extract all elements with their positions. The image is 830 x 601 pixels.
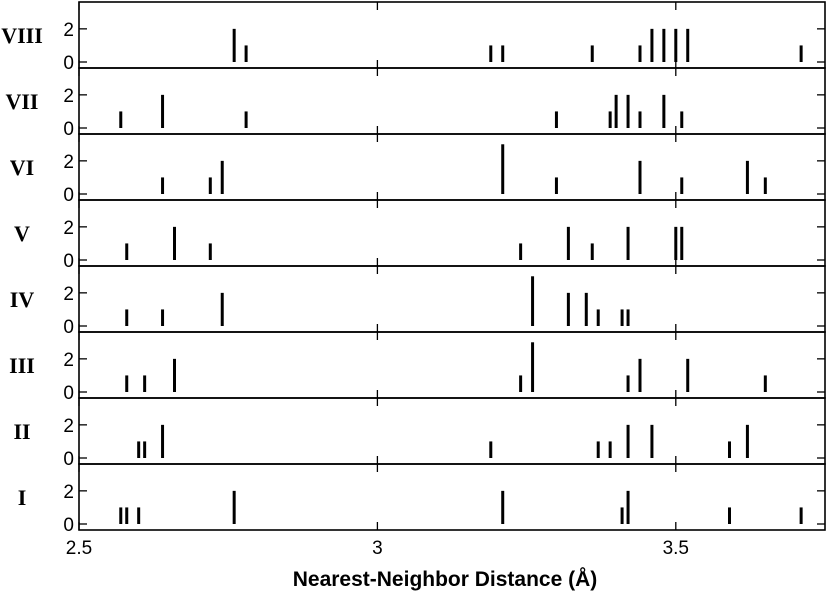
panel-label: VI (10, 155, 34, 180)
panel-frame (78, 67, 826, 135)
x-tick-label: 3 (372, 538, 383, 559)
panel-iv: IV 0 2 (10, 265, 826, 338)
y-tick-label: 2 (63, 350, 74, 371)
panel-frame (78, 133, 826, 201)
panel-label: VIII (1, 23, 43, 48)
panel-label: I (18, 485, 27, 510)
panels-layer: VIII 0 2 VII 0 2 VI 0 2 V 0 2 IV 0 2 III 0 2 II 0 2 I 0 2 (1, 1, 826, 536)
panel-label: V (14, 221, 30, 246)
panel-vi: VI 0 2 (10, 133, 826, 206)
panel-frame (78, 463, 826, 531)
y-tick-label: 0 (63, 449, 74, 470)
y-tick-label: 0 (63, 119, 74, 140)
x-tick-label: 2.5 (66, 538, 92, 559)
panel-label: IV (10, 287, 35, 312)
panel-i: I 0 2 (18, 463, 826, 536)
y-tick-label: 2 (63, 482, 74, 503)
y-tick-label: 0 (63, 317, 74, 338)
y-tick-label: 2 (63, 86, 74, 107)
panel-viii: VIII 0 2 (1, 1, 826, 74)
y-tick-label: 0 (63, 383, 74, 404)
panel-label: III (9, 353, 35, 378)
y-tick-label: 0 (63, 53, 74, 74)
panel-label: II (13, 419, 30, 444)
y-tick-label: 2 (63, 152, 74, 173)
x-axis-title: Nearest-Neighbor Distance (Å) (293, 567, 598, 591)
x-tick-label: 3.5 (663, 538, 689, 559)
panel-iii: III 0 2 (9, 331, 826, 404)
panel-label: VII (5, 89, 38, 114)
panel-frame (78, 331, 826, 399)
x-axis: 2.5 3 3.5 (66, 538, 689, 559)
y-tick-label: 0 (63, 515, 74, 536)
panel-vii: VII 0 2 (5, 67, 826, 140)
panel-frame (78, 199, 826, 267)
panel-frame (78, 1, 826, 69)
panel-frame (78, 397, 826, 465)
panel-v: V 0 2 (14, 199, 826, 272)
y-tick-label: 0 (63, 251, 74, 272)
y-tick-label: 0 (63, 185, 74, 206)
y-tick-label: 2 (63, 416, 74, 437)
panel-ii: II 0 2 (13, 397, 826, 470)
y-tick-label: 2 (63, 218, 74, 239)
y-tick-label: 2 (63, 284, 74, 305)
panel-frame (78, 265, 826, 333)
y-tick-label: 2 (63, 20, 74, 41)
